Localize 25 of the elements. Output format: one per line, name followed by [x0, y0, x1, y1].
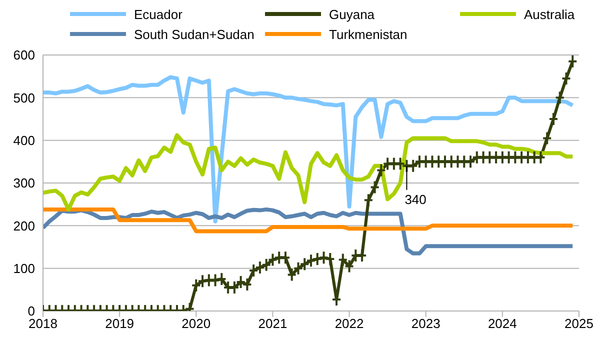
- x-tick-label: 2025: [564, 316, 594, 332]
- line-series: [43, 207, 575, 256]
- line-series: [43, 133, 575, 212]
- y-tick-label: 200: [13, 218, 35, 234]
- y-tick-label: 400: [13, 132, 35, 148]
- x-tick-label: 2018: [28, 316, 58, 332]
- legend-label: South Sudan+Sudan: [134, 26, 254, 42]
- legend-label: Ecuador: [134, 6, 182, 22]
- legend-label: Guyana: [329, 6, 375, 22]
- y-tick-label: 100: [13, 260, 35, 276]
- legend-label: Turkmenistan: [329, 26, 408, 42]
- line-series: [43, 75, 575, 224]
- y-tick-label: 600: [13, 48, 35, 63]
- x-tick-label: 2022: [334, 316, 364, 332]
- x-tick-label: 2021: [258, 316, 288, 332]
- y-tick-label: 500: [13, 90, 35, 106]
- line-series: [43, 207, 575, 234]
- legend-label: Australia: [524, 6, 575, 22]
- y-tick-label: 0: [28, 304, 35, 319]
- x-tick-label: 2024: [488, 316, 517, 332]
- x-tick-label: 2023: [411, 316, 440, 332]
- x-tick-label: 2019: [105, 316, 134, 332]
- y-tick-label: 300: [13, 176, 35, 191]
- x-tick-label: 2020: [182, 316, 211, 332]
- annotation: 340: [404, 192, 426, 207]
